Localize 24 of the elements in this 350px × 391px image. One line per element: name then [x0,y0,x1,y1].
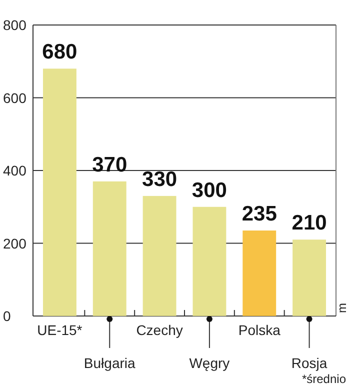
y-tick-label: 0 [3,308,11,324]
bar [42,68,76,316]
data-label: 210 [292,212,327,235]
x-tick-label: UE-15* [37,322,83,338]
y-tick-label: 800 [3,17,27,33]
text: *średnio [302,372,346,386]
data-label: 300 [192,178,227,202]
bar [92,181,126,316]
x-tick-label: Węgry [189,355,230,371]
bar [192,206,226,316]
y-tick-label: 200 [3,235,27,252]
x-tick-label: Bułgaria [84,355,136,371]
bar [292,240,326,316]
data-label: 235 [242,202,278,226]
y-tick-label: 400 [3,162,27,178]
x-tick-label: Polska [238,322,281,338]
x-tick-label: Rosja [291,355,328,371]
data-label: 680 [42,40,78,64]
bar [142,196,176,316]
y-tick-label: 600 [3,90,27,106]
x-tick-label: Czechy [136,322,183,338]
data-label: 330 [142,168,178,191]
bar [242,230,276,316]
y-axis-title: m [335,303,349,313]
